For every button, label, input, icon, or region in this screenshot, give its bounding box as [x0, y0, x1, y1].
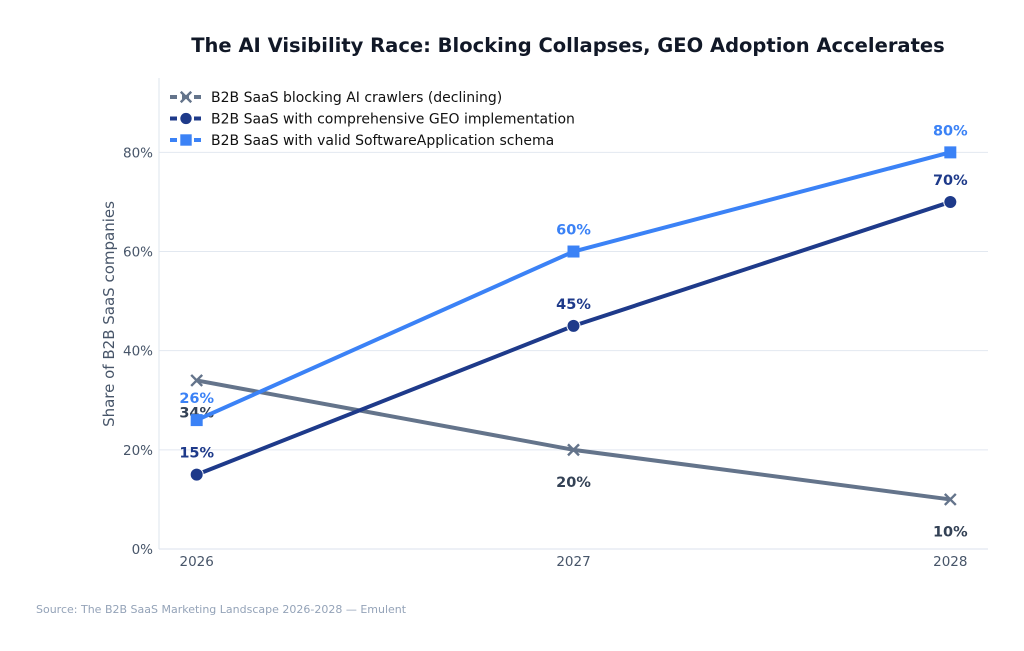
y-tick-label: 80% — [123, 145, 153, 161]
x-tick-label: 2027 — [556, 554, 590, 570]
y-tick-label: 0% — [132, 542, 154, 558]
data-label: 20% — [556, 475, 591, 491]
square-marker — [190, 414, 203, 427]
series-2: 15% 45% 70% — [179, 173, 968, 482]
circle-marker — [566, 318, 581, 333]
square-marker — [567, 245, 580, 258]
y-tick-label: 60% — [123, 245, 153, 261]
legend-item: B2B SaaS with valid SoftwareApplication … — [170, 133, 554, 149]
legend-label: B2B SaaS blocking AI crawlers (declining… — [211, 90, 502, 106]
series-3: 26% 60% 80% — [179, 123, 968, 427]
data-label: 15% — [179, 446, 214, 462]
legend-item: B2B SaaS blocking AI crawlers (declining… — [170, 90, 502, 106]
data-label: 26% — [179, 391, 214, 407]
square-marker — [180, 134, 192, 146]
circle-marker — [943, 194, 958, 209]
x-marker — [567, 443, 580, 457]
legend-label: B2B SaaS with comprehensive GEO implemen… — [211, 112, 575, 128]
series-line — [195, 200, 951, 477]
circle-marker — [189, 467, 204, 482]
x-tick-label: 2028 — [933, 554, 967, 570]
legend-item: B2B SaaS with comprehensive GEO implemen… — [170, 112, 575, 128]
y-tick-label: 20% — [123, 443, 153, 459]
chart-title: The AI Visibility Race: Blocking Collaps… — [191, 34, 945, 57]
square-marker — [944, 146, 957, 159]
data-label: 45% — [556, 297, 591, 313]
source-note: Source: The B2B SaaS Marketing Landscape… — [36, 603, 407, 616]
circle-marker — [179, 111, 193, 126]
y-tick-label: 40% — [123, 344, 153, 360]
series-1: 34%20%10% — [179, 374, 968, 540]
y-axis-label: Share of B2B SaaS companies — [100, 201, 118, 427]
x-marker — [190, 374, 204, 387]
series-line — [195, 150, 951, 422]
data-label: 60% — [556, 223, 591, 239]
data-label: 10% — [933, 524, 968, 540]
x-tick-label: 2026 — [180, 554, 214, 570]
x-marker — [179, 90, 193, 104]
legend: B2B SaaS blocking AI crawlers (declining… — [170, 90, 575, 149]
legend-label: B2B SaaS with valid SoftwareApplication … — [211, 133, 554, 149]
data-label: 80% — [933, 123, 968, 139]
x-marker — [943, 493, 957, 506]
data-label: 70% — [933, 173, 968, 189]
